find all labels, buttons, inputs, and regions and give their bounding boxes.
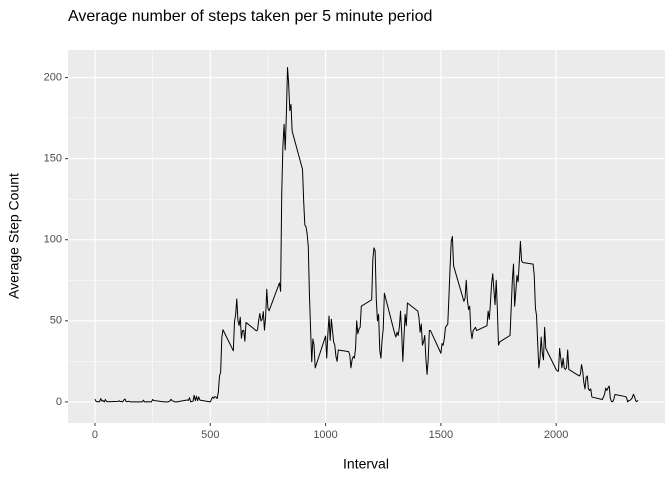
x-tick-label: 1000 — [313, 429, 337, 441]
data-line — [94, 67, 639, 403]
x-axis-title: Interval — [343, 456, 389, 472]
y-tick-label: 50 — [50, 315, 62, 327]
y-tick-label: 200 — [44, 71, 62, 83]
chart-title: Average number of steps taken per 5 minu… — [68, 8, 432, 25]
y-axis-title: Average Step Count — [6, 173, 22, 299]
y-tick-label: 100 — [44, 234, 62, 246]
x-tick-label: 1500 — [429, 429, 453, 441]
x-tick-label: 0 — [92, 429, 98, 441]
plot-panel — [68, 50, 665, 423]
y-tick-label: 0 — [56, 396, 62, 408]
x-tick-label: 2000 — [544, 429, 568, 441]
y-tick-label: 150 — [44, 153, 62, 165]
x-tick-label: 500 — [201, 429, 219, 441]
